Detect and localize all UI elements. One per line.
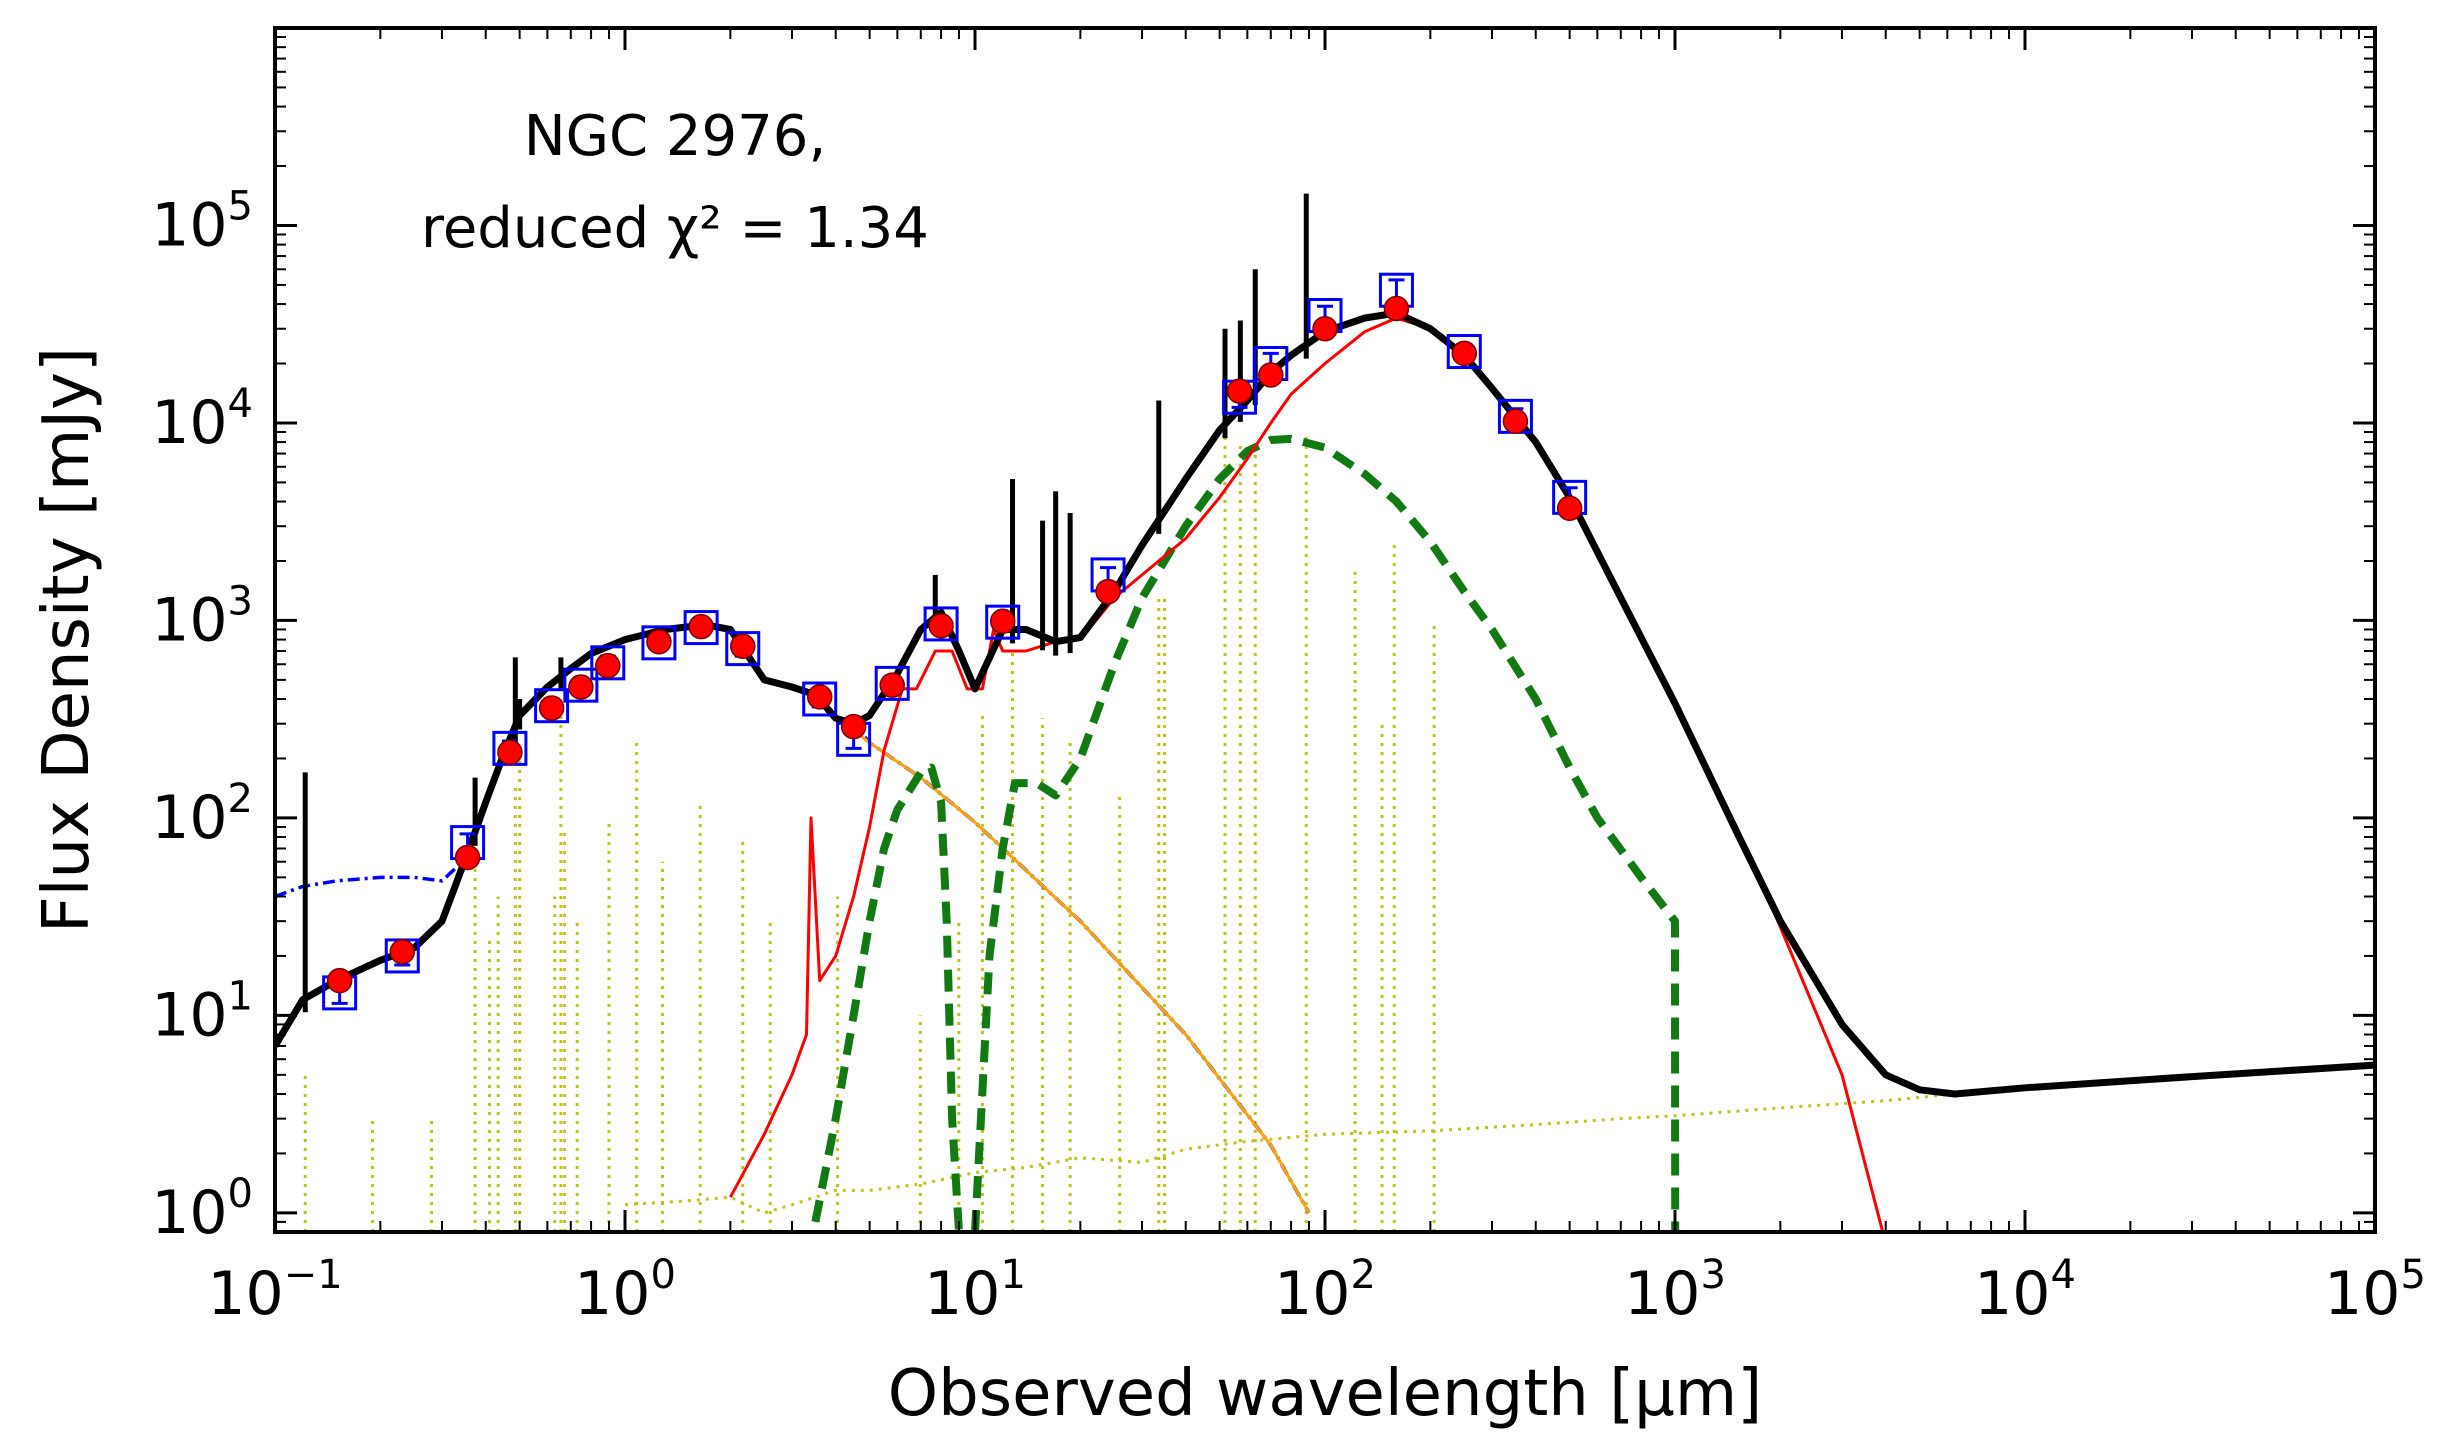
model-point-14 [989, 608, 1016, 635]
model-point-19 [1383, 295, 1410, 322]
observed-point-14 [985, 604, 1021, 640]
x-tick-label: 105 [2324, 1252, 2426, 1329]
x-tick-label: 102 [1274, 1252, 1376, 1329]
model-point-13 [928, 612, 954, 639]
y-tick-label: 101 [151, 973, 253, 1050]
model-point-17 [1258, 362, 1284, 388]
observed-point-7 [641, 625, 677, 661]
plot-content [275, 193, 2375, 1232]
observed-point-5 [563, 667, 599, 703]
series-total-model [275, 309, 2375, 1098]
x-tick-label: 103 [1624, 1252, 1726, 1329]
model-point-3 [497, 739, 523, 766]
x-tick-label: 10−1 [207, 1252, 342, 1329]
y-tick-base: 10 [151, 388, 227, 458]
model-point-0 [326, 967, 353, 994]
x-tick-label: 100 [574, 1252, 676, 1329]
observed-point-6 [590, 645, 626, 681]
observed-point-8 [683, 610, 719, 646]
series-stellar-unattenuated [275, 623, 1311, 1214]
x-tick-exponent: 2 [1350, 1252, 1375, 1298]
y-tick-base: 10 [151, 980, 227, 1050]
model-point-1 [389, 939, 416, 965]
observed-point-20 [1446, 334, 1482, 370]
series-dust-component-1 [811, 763, 963, 1232]
y-tick-base: 10 [151, 190, 227, 260]
y-tick-exponent: 1 [228, 973, 253, 1019]
y-axis-label: Flux Density [mJy] [30, 347, 104, 933]
observed-point-9 [725, 631, 761, 667]
y-tick-label: 105 [151, 183, 253, 260]
observed-point-12 [874, 665, 910, 701]
x-tick-base: 10 [924, 1259, 1000, 1329]
model-point-6 [595, 652, 621, 679]
y-tick-base: 10 [151, 783, 227, 853]
observed-point-13 [923, 606, 959, 642]
y-tick-base: 10 [151, 1178, 227, 1248]
y-tick-exponent: 3 [228, 578, 253, 624]
model-point-2 [454, 844, 481, 871]
model-point-5 [568, 674, 594, 700]
y-tick-base: 10 [151, 585, 227, 655]
model-point-12 [879, 672, 905, 698]
y-tick-label: 104 [151, 381, 253, 458]
x-tick-exponent: −1 [284, 1252, 343, 1298]
x-tick-base: 10 [1624, 1259, 1700, 1329]
model-point-16 [1226, 378, 1253, 404]
model-point-22 [1556, 495, 1583, 521]
series-agn-tail [834, 714, 1311, 1214]
x-axis-label: Observed wavelength [μm] [888, 1357, 1762, 1431]
x-tick-base: 10 [1274, 1259, 1350, 1329]
model-point-7 [646, 628, 672, 655]
y-tick-exponent: 5 [228, 183, 253, 229]
x-tick-base: 10 [2324, 1259, 2400, 1329]
model-point-10 [806, 684, 833, 710]
observed-point-10 [802, 681, 838, 717]
x-tick-exponent: 3 [1700, 1252, 1725, 1298]
y-tick-label: 102 [151, 776, 253, 853]
series-dust-component-2 [971, 434, 1680, 1232]
model-point-11 [840, 713, 867, 740]
y-tick-label: 103 [151, 578, 253, 655]
model-point-15 [1095, 578, 1121, 605]
y-tick-exponent: 0 [228, 1171, 253, 1217]
x-tick-exponent: 5 [2400, 1252, 2425, 1298]
model-point-4 [538, 695, 565, 721]
x-tick-exponent: 4 [2050, 1252, 2075, 1298]
y-tick-exponent: 4 [228, 381, 253, 427]
x-tick-base: 10 [207, 1259, 283, 1329]
model-point-21 [1502, 408, 1529, 435]
plot-area [273, 26, 2377, 1234]
model-point-9 [730, 633, 756, 660]
model-point-8 [688, 613, 714, 640]
y-tick-label: 100 [151, 1171, 253, 1248]
x-tick-label: 101 [924, 1252, 1026, 1329]
annotation-chi2: reduced χ² = 1.34 [421, 196, 929, 261]
x-tick-exponent: 0 [650, 1252, 675, 1298]
model-point-18 [1312, 315, 1338, 342]
x-tick-base: 10 [1974, 1259, 2050, 1329]
observed-point-4 [534, 688, 570, 724]
annotation-title: NGC 2976, [524, 104, 827, 169]
x-tick-exponent: 1 [1000, 1252, 1025, 1298]
series-nebular-continuum [624, 1092, 1955, 1215]
x-tick-base: 10 [574, 1259, 650, 1329]
x-tick-labels: 10−1 100 101 102 103 104 105 [207, 1252, 2426, 1329]
y-tick-exponent: 2 [228, 776, 253, 822]
x-tick-label: 104 [1974, 1252, 2076, 1329]
model-point-20 [1451, 340, 1478, 367]
